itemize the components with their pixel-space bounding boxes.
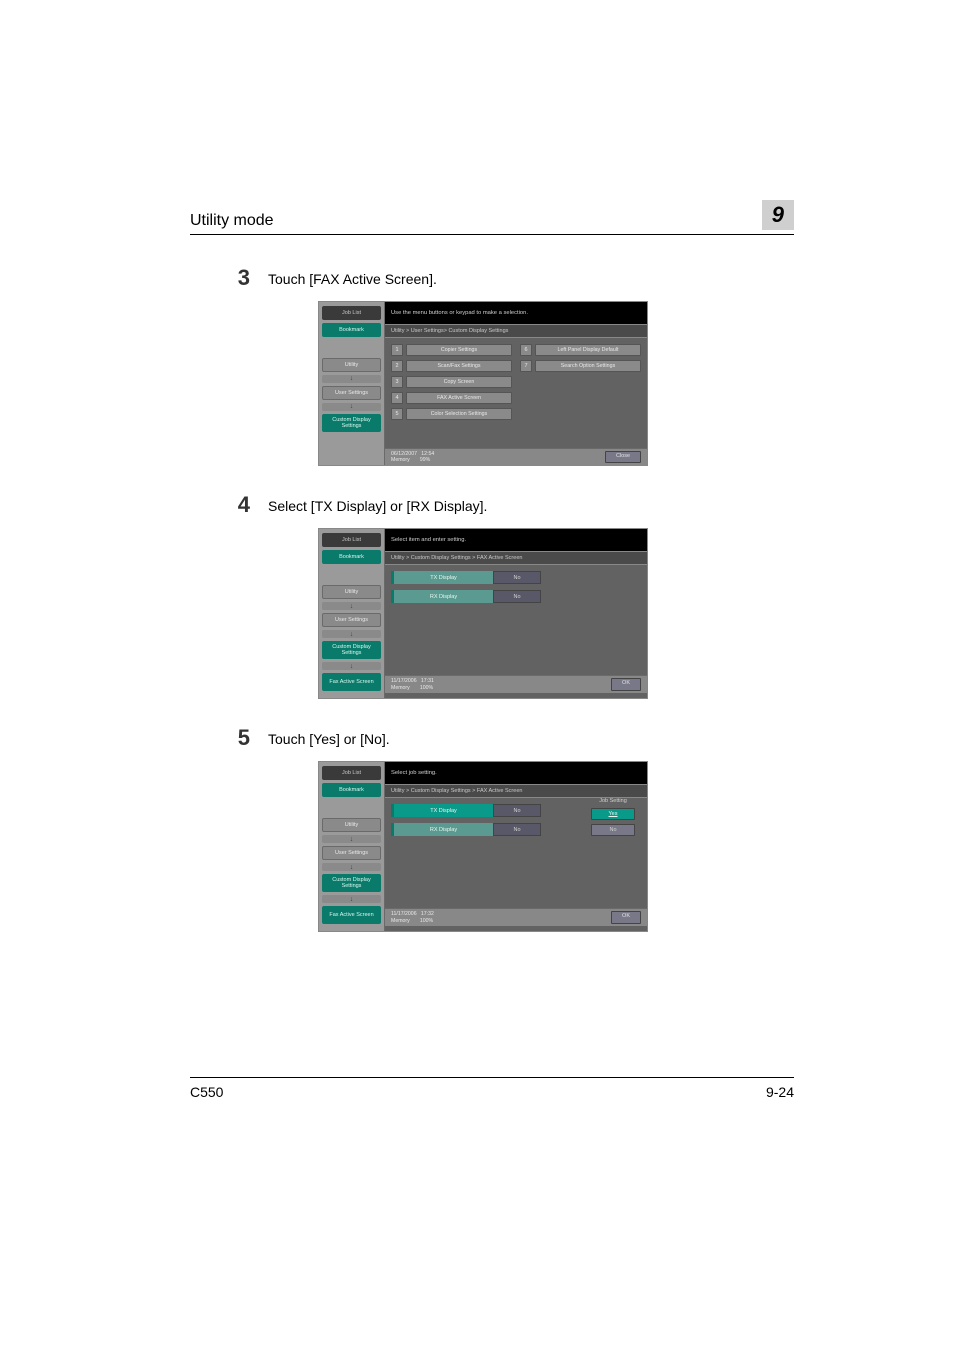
header-title: Utility mode: [190, 212, 274, 230]
step-3-text: Touch [FAX Active Screen].: [268, 265, 437, 291]
crumb-user-settings[interactable]: User Settings: [322, 613, 381, 627]
job-setting-label: Job Setting: [599, 798, 627, 804]
menu-col-left: 1Copier Settings 2Scan/Fax Settings 3Cop…: [391, 344, 512, 420]
down-arrow-icon: ↓: [322, 630, 381, 638]
tx-display-value: No: [493, 804, 541, 817]
down-arrow-icon: ↓: [322, 895, 381, 903]
message-bar: Select job setting.: [385, 762, 647, 784]
bookmark-button[interactable]: Bookmark: [322, 323, 381, 337]
step-5-num: 5: [190, 725, 250, 751]
status-info: 06/12/2007 12:54 Memory 99%: [391, 451, 434, 463]
crumb-custom-display[interactable]: Custom Display Settings: [322, 414, 381, 432]
crumb-fax-active-screen[interactable]: Fax Active Screen: [322, 673, 381, 691]
rx-display-button[interactable]: RX Display: [391, 823, 493, 836]
screenshot-3: Job List Bookmark Utility ↓ User Setting…: [318, 301, 648, 466]
close-button[interactable]: Close: [605, 451, 641, 463]
ok-button[interactable]: OK: [611, 678, 641, 690]
rx-display-value: No: [493, 590, 541, 603]
crumb-utility[interactable]: Utility: [322, 585, 381, 599]
step-4: 4 Select [TX Display] or [RX Display].: [190, 492, 794, 518]
message-bar: Select item and enter setting.: [385, 529, 647, 551]
job-list-button[interactable]: Job List: [322, 533, 381, 547]
down-arrow-icon: ↓: [322, 863, 381, 871]
menu-col-right: 6Left Panel Display Default 7Search Opti…: [520, 344, 641, 420]
message-bar: Use the menu buttons or keypad to make a…: [385, 302, 647, 324]
menu-search-option[interactable]: Search Option Settings: [535, 360, 641, 372]
down-arrow-icon: ↓: [322, 403, 381, 411]
tx-display-button[interactable]: TX Display: [391, 804, 493, 817]
crumb-fax-active-screen[interactable]: Fax Active Screen: [322, 906, 381, 924]
down-arrow-icon: ↓: [322, 662, 381, 670]
menu-copier-settings[interactable]: Copier Settings: [406, 344, 512, 356]
breadcrumb-bar: Utility > Custom Display Settings > FAX …: [385, 551, 647, 565]
menu-scan-fax-settings[interactable]: Scan/Fax Settings: [406, 360, 512, 372]
bookmark-button[interactable]: Bookmark: [322, 550, 381, 564]
bookmark-button[interactable]: Bookmark: [322, 783, 381, 797]
tx-display-value: No: [493, 571, 541, 584]
step-3: 3 Touch [FAX Active Screen].: [190, 265, 794, 291]
no-button[interactable]: No: [591, 824, 635, 836]
down-arrow-icon: ↓: [322, 375, 381, 383]
crumb-user-settings[interactable]: User Settings: [322, 386, 381, 400]
ok-button[interactable]: OK: [611, 911, 641, 923]
rx-display-button[interactable]: RX Display: [391, 590, 493, 603]
menu-color-selection[interactable]: Color Selection Settings: [406, 408, 512, 420]
job-list-button[interactable]: Job List: [322, 766, 381, 780]
screenshot-5: Job List Bookmark Utility ↓ User Setting…: [318, 761, 648, 932]
step-5: 5 Touch [Yes] or [No].: [190, 725, 794, 751]
step-4-num: 4: [190, 492, 250, 518]
menu-left-panel-default[interactable]: Left Panel Display Default: [535, 344, 641, 356]
crumb-utility[interactable]: Utility: [322, 818, 381, 832]
footer-model: C550: [190, 1084, 223, 1100]
breadcrumb-bar: Utility > Custom Display Settings > FAX …: [385, 784, 647, 798]
step-3-num: 3: [190, 265, 250, 291]
footer-page: 9-24: [766, 1084, 794, 1100]
step-4-text: Select [TX Display] or [RX Display].: [268, 492, 487, 518]
crumb-custom-display[interactable]: Custom Display Settings: [322, 874, 381, 892]
page-header: Utility mode 9: [190, 200, 794, 235]
tx-display-button[interactable]: TX Display: [391, 571, 493, 584]
crumb-utility[interactable]: Utility: [322, 358, 381, 372]
menu-copy-screen[interactable]: Copy Screen: [406, 376, 512, 388]
step-5-text: Touch [Yes] or [No].: [268, 725, 390, 751]
rx-display-value: No: [493, 823, 541, 836]
job-list-button[interactable]: Job List: [322, 306, 381, 320]
down-arrow-icon: ↓: [322, 602, 381, 610]
down-arrow-icon: ↓: [322, 835, 381, 843]
crumb-user-settings[interactable]: User Settings: [322, 846, 381, 860]
menu-fax-active-screen[interactable]: FAX Active Screen: [406, 392, 512, 404]
breadcrumb-bar: Utility > User Settings> Custom Display …: [385, 324, 647, 338]
status-info: 11/17/2006 17:31 Memory 100%: [391, 678, 434, 690]
chapter-number: 9: [762, 200, 794, 230]
crumb-custom-display[interactable]: Custom Display Settings: [322, 641, 381, 659]
screenshot-4: Job List Bookmark Utility ↓ User Setting…: [318, 528, 648, 699]
page-footer: C550 9-24: [190, 1077, 794, 1100]
yes-button[interactable]: Yes: [591, 808, 635, 820]
status-info: 11/17/2006 17:32 Memory 100%: [391, 911, 434, 923]
